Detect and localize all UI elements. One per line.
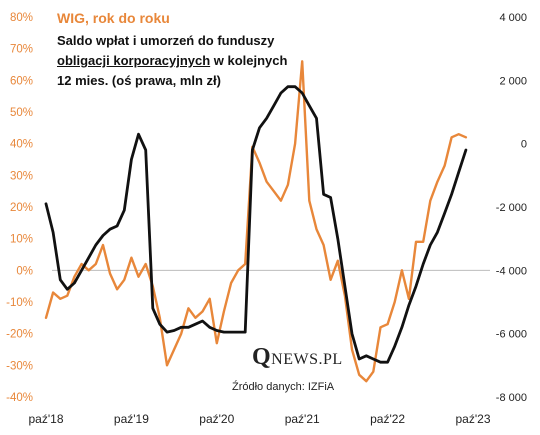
right-axis-ticks: 4 000 2 000 0 -2 000 -4 000 -6 000 -8 000 — [496, 12, 527, 404]
left-tick-label: 20% — [10, 202, 33, 214]
right-tick-label: 2 000 — [499, 75, 527, 87]
x-tick-label: paź'21 — [285, 412, 320, 426]
left-tick-label: -30% — [6, 360, 33, 372]
left-tick-label: -40% — [6, 392, 33, 404]
left-tick-label: 40% — [10, 139, 33, 151]
title-fund-flows: Saldo wpłat i umorzeń do funduszy obliga… — [57, 31, 297, 91]
qnews-logo: QNEWS.PL — [252, 344, 343, 371]
x-tick-label: paź'19 — [114, 412, 149, 426]
x-axis-ticks: paź'18 paź'19 paź'20 paź'21 paź'22 paź'23 — [29, 412, 491, 426]
left-tick-label: -20% — [6, 329, 33, 341]
title-fund-flows-part1: Saldo wpłat i umorzeń do funduszy — [57, 33, 274, 48]
left-tick-label: 0% — [16, 265, 33, 277]
left-tick-label: 80% — [10, 12, 33, 24]
left-tick-label: -10% — [6, 297, 33, 309]
x-tick-label: paź'22 — [370, 412, 405, 426]
left-axis-ticks: 80% 70% 60% 50% 40% 30% 20% 10% 0% -10% -20% -30% -4… — [6, 12, 33, 404]
source-note: Źródło danych: IZFiA — [232, 381, 334, 393]
series-lines — [46, 61, 466, 381]
right-tick-label: -8 000 — [496, 392, 527, 404]
title-wig: WIG, rok do roku — [57, 10, 170, 26]
right-tick-label: 0 — [521, 139, 527, 151]
x-tick-label: paź'23 — [456, 412, 491, 426]
left-tick-label: 10% — [10, 234, 33, 246]
right-tick-label: -4 000 — [496, 265, 527, 277]
title-fund-flows-underlined: obligacji korporacyjnych — [57, 53, 210, 68]
left-tick-label: 60% — [10, 75, 33, 87]
left-tick-label: 70% — [10, 44, 33, 56]
series-line-wig — [46, 61, 466, 381]
left-tick-label: 30% — [10, 170, 33, 182]
left-tick-label: 50% — [10, 107, 33, 119]
right-tick-label: -2 000 — [496, 202, 527, 214]
right-tick-label: 4 000 — [499, 12, 527, 24]
x-tick-label: paź'20 — [199, 412, 234, 426]
series-line-fund-flows — [46, 87, 466, 363]
logo-q: Q — [252, 344, 271, 370]
x-tick-label: paź'18 — [29, 412, 64, 426]
right-tick-label: -6 000 — [496, 329, 527, 341]
logo-rest: NEWS.PL — [271, 351, 343, 368]
